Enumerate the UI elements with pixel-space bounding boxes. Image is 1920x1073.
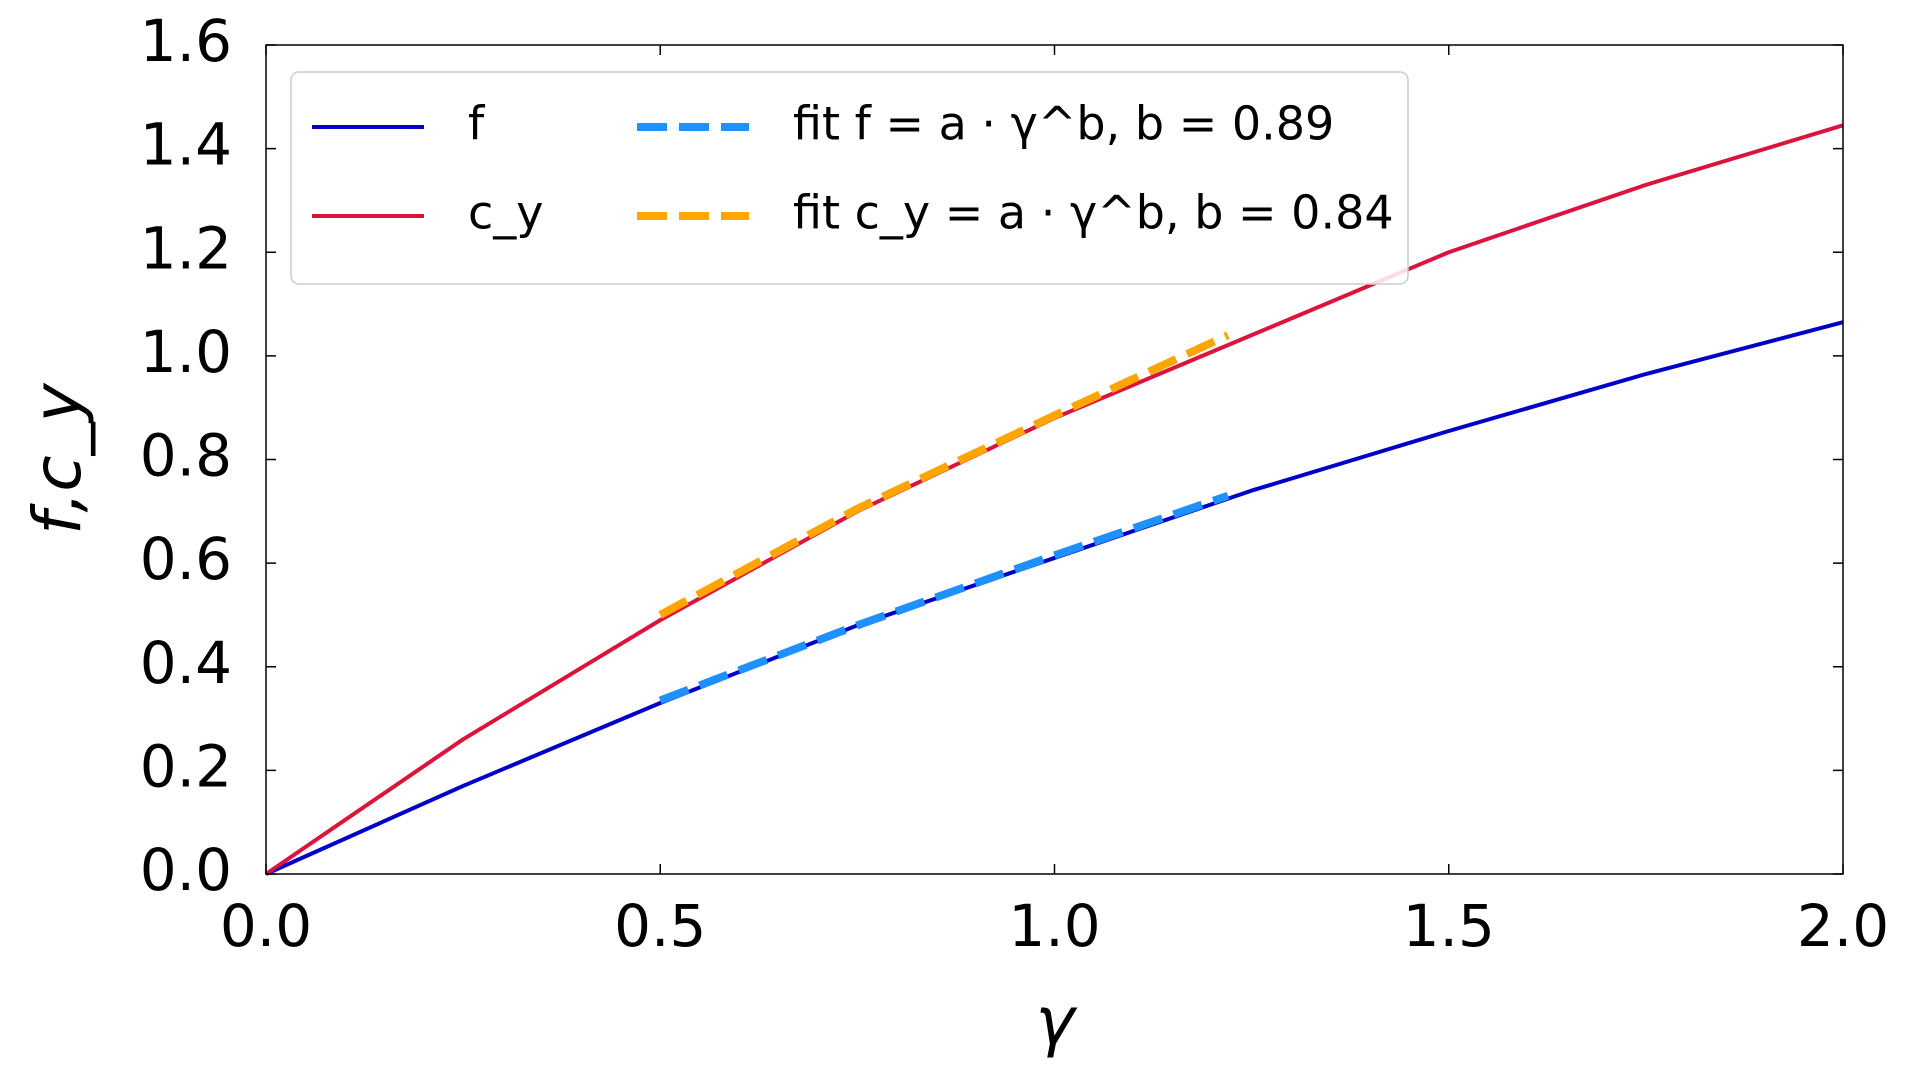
y-tick-label: 1.6	[140, 7, 232, 75]
y-tick-label: 1.0	[140, 318, 232, 386]
x-tick-label: 2.0	[1797, 892, 1889, 960]
y-tick-label: 0.8	[140, 422, 232, 490]
y-tick-label: 0.4	[140, 629, 232, 697]
legend-label: fit c_y = a · γ^b, b = 0.84	[793, 186, 1394, 240]
y-tick-label: 0.2	[140, 732, 232, 800]
legend-label: fit f = a · γ^b, b = 0.89	[793, 97, 1334, 151]
series-line	[658, 331, 1230, 619]
x-tick-label: 1.0	[1008, 892, 1100, 960]
legend-label: c_y	[468, 186, 544, 240]
y-axis-label: f,c_y	[19, 382, 96, 534]
series-line	[265, 320, 1844, 876]
x-tick-label: 0.0	[220, 892, 312, 960]
y-tick-label: 0.0	[140, 836, 232, 904]
x-tick-label: 0.5	[614, 892, 706, 960]
x-axis-label: γ	[1035, 983, 1077, 1060]
y-tick-label: 1.4	[140, 111, 232, 179]
y-tick-label: 0.6	[140, 525, 232, 593]
legend-box	[290, 71, 1409, 285]
x-tick-label: 1.5	[1403, 892, 1495, 960]
y-tick-label: 1.2	[140, 214, 232, 282]
legend-label: f	[468, 97, 486, 151]
series-line	[658, 491, 1230, 705]
